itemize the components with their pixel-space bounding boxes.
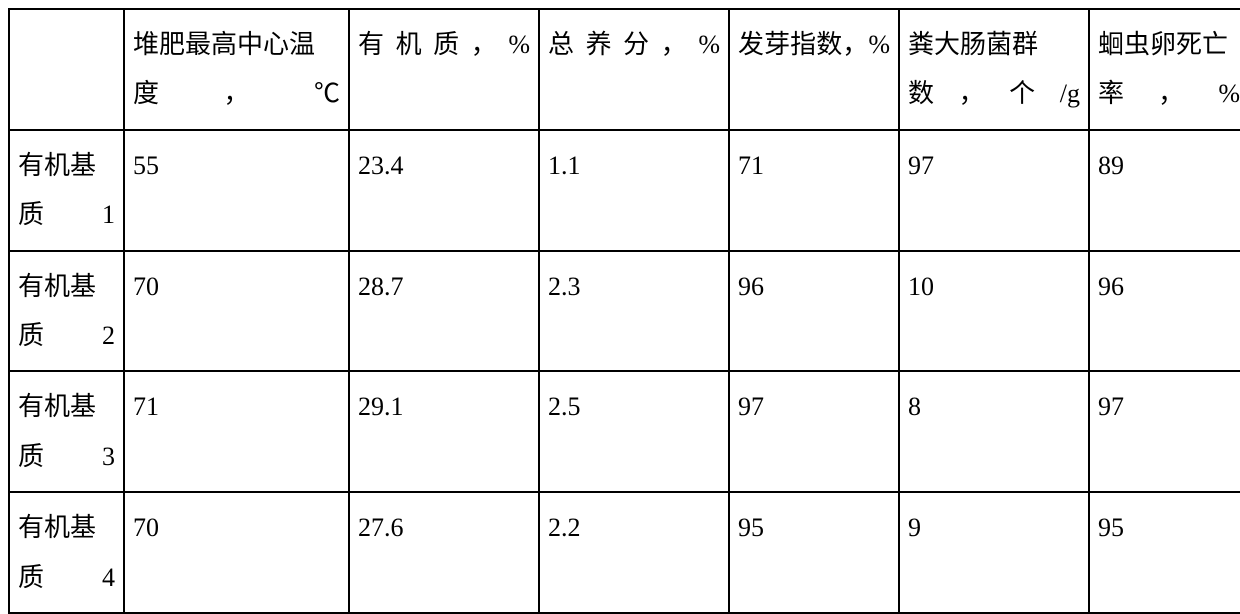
cell-ascarid-mortality: 95	[1089, 492, 1240, 613]
cell-ascarid-mortality: 89	[1089, 130, 1240, 251]
cell-total-nutrient: 2.3	[539, 251, 729, 372]
header-temp: 堆肥最高中心温度，℃	[124, 9, 349, 130]
table-row: 有机基质 4 70 27.6 2.2 95 9 95	[9, 492, 1240, 613]
cell-ascarid-mortality: 96	[1089, 251, 1240, 372]
cell-total-nutrient: 1.1	[539, 130, 729, 251]
header-fecal-coliform: 粪大肠菌群数，个/g	[899, 9, 1089, 130]
table-row: 有机基质 3 71 29.1 2.5 97 8 97	[9, 371, 1240, 492]
table-row: 有机基质 1 55 23.4 1.1 71 97 89	[9, 130, 1240, 251]
cell-organic-matter: 28.7	[349, 251, 539, 372]
cell-fecal-coliform: 10	[899, 251, 1089, 372]
row-label: 有机基质 3	[9, 371, 124, 492]
cell-fecal-coliform: 8	[899, 371, 1089, 492]
cell-organic-matter: 29.1	[349, 371, 539, 492]
header-ascarid-mortality: 蛔虫卵死亡率，%	[1089, 9, 1240, 130]
cell-temp: 70	[124, 492, 349, 613]
cell-temp: 55	[124, 130, 349, 251]
table-header-row: 堆肥最高中心温度，℃ 有机质，% 总养分，% 发芽指数，% 粪大肠菌群数，个/g…	[9, 9, 1240, 130]
cell-germination-index: 96	[729, 251, 899, 372]
row-label: 有机基质 1	[9, 130, 124, 251]
header-organic-matter: 有机质，%	[349, 9, 539, 130]
table-row: 有机基质 2 70 28.7 2.3 96 10 96	[9, 251, 1240, 372]
cell-temp: 70	[124, 251, 349, 372]
cell-fecal-coliform: 9	[899, 492, 1089, 613]
row-label: 有机基质 2	[9, 251, 124, 372]
cell-total-nutrient: 2.5	[539, 371, 729, 492]
cell-germination-index: 97	[729, 371, 899, 492]
cell-temp: 71	[124, 371, 349, 492]
cell-germination-index: 71	[729, 130, 899, 251]
cell-total-nutrient: 2.2	[539, 492, 729, 613]
header-germination-index: 发芽指数，%	[729, 9, 899, 130]
cell-ascarid-mortality: 97	[1089, 371, 1240, 492]
cell-fecal-coliform: 97	[899, 130, 1089, 251]
header-total-nutrient: 总养分，%	[539, 9, 729, 130]
cell-organic-matter: 23.4	[349, 130, 539, 251]
data-table: 堆肥最高中心温度，℃ 有机质，% 总养分，% 发芽指数，% 粪大肠菌群数，个/g…	[8, 8, 1240, 614]
header-blank	[9, 9, 124, 130]
row-label: 有机基质 4	[9, 492, 124, 613]
cell-organic-matter: 27.6	[349, 492, 539, 613]
cell-germination-index: 95	[729, 492, 899, 613]
